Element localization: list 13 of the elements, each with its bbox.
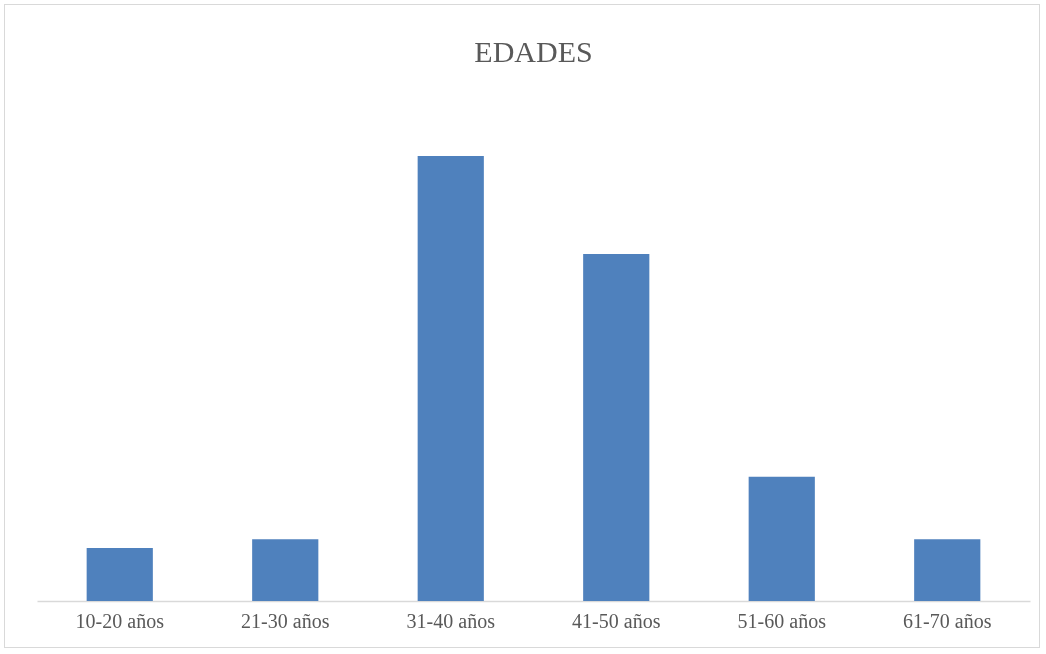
- x-tick-label: 10-20 años: [75, 609, 165, 632]
- bar: [583, 253, 650, 601]
- x-tick-label: 41-50 años: [572, 609, 661, 632]
- bar: [914, 539, 981, 601]
- bar: [748, 476, 815, 601]
- bar: [417, 156, 484, 601]
- x-tick-label: 51-60 años: [737, 609, 827, 632]
- x-tick-label: 21-30 años: [241, 609, 330, 632]
- x-tick-label: 61-70 años: [903, 609, 992, 632]
- chart-title: EDADES: [474, 35, 593, 68]
- x-tick-label: 31-40 años: [406, 609, 496, 632]
- bar: [86, 548, 153, 601]
- bar: [252, 539, 319, 601]
